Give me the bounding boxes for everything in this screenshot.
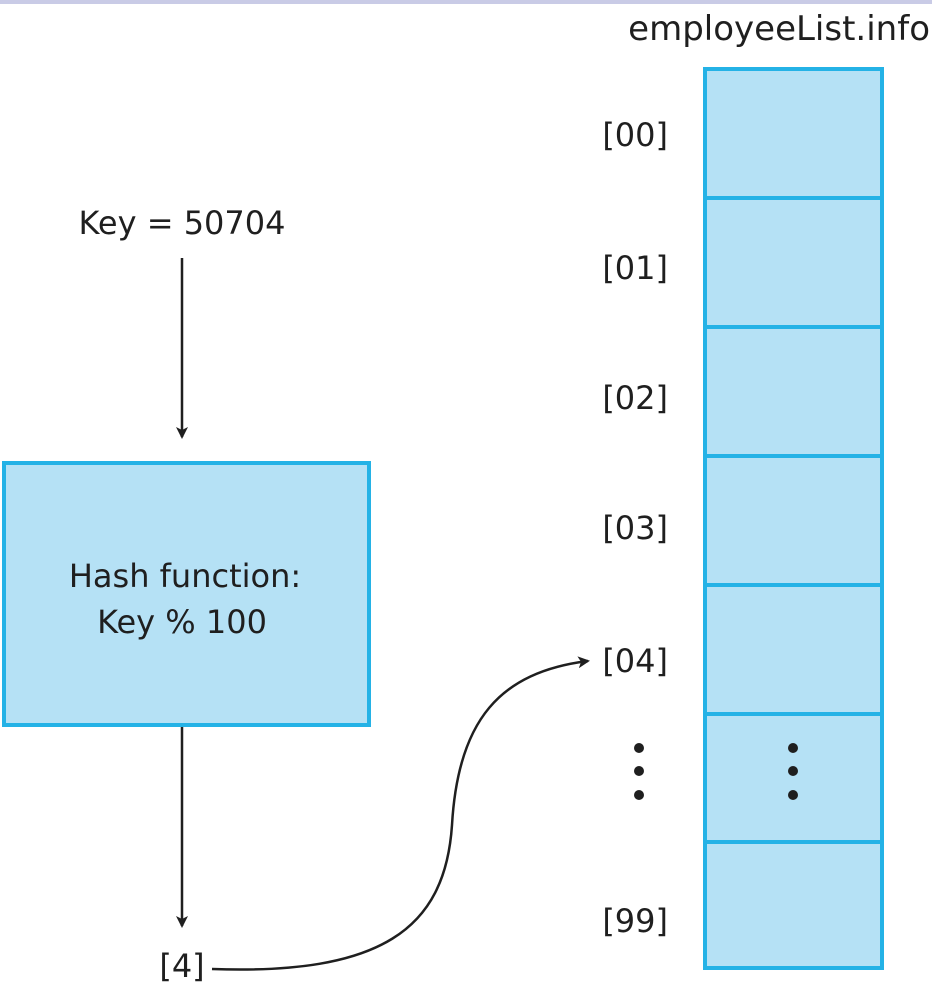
array-cells: [703, 67, 884, 970]
array-cell-00: [703, 67, 884, 200]
index-label-02: [02]: [602, 379, 668, 417]
hash-function-box: [2, 461, 371, 727]
array-cell-03: [703, 454, 884, 587]
hash-function-line2: Key % 100: [97, 603, 267, 641]
array-cell-ellipsis: [703, 712, 884, 844]
index-label-03: [03]: [602, 509, 668, 547]
array-cell-99: [703, 840, 884, 970]
cell-ellipsis: [788, 743, 798, 800]
index-label-04: [04]: [602, 642, 668, 680]
hash-function-line1: Hash function:: [69, 557, 301, 595]
index-ellipsis: [634, 743, 644, 800]
array-cell-01: [703, 196, 884, 329]
result-label: [4]: [159, 947, 204, 985]
index-label-01: [01]: [602, 249, 668, 287]
top-border: [0, 0, 932, 4]
key-label: Key = 50704: [79, 204, 286, 242]
array-title: employeeList.info: [628, 9, 930, 49]
index-label-99: [99]: [602, 902, 668, 940]
arrow-result-to-slot: [211, 656, 590, 971]
array-cell-02: [703, 325, 884, 458]
index-label-00: [00]: [602, 116, 668, 154]
array-cell-04: [703, 583, 884, 716]
